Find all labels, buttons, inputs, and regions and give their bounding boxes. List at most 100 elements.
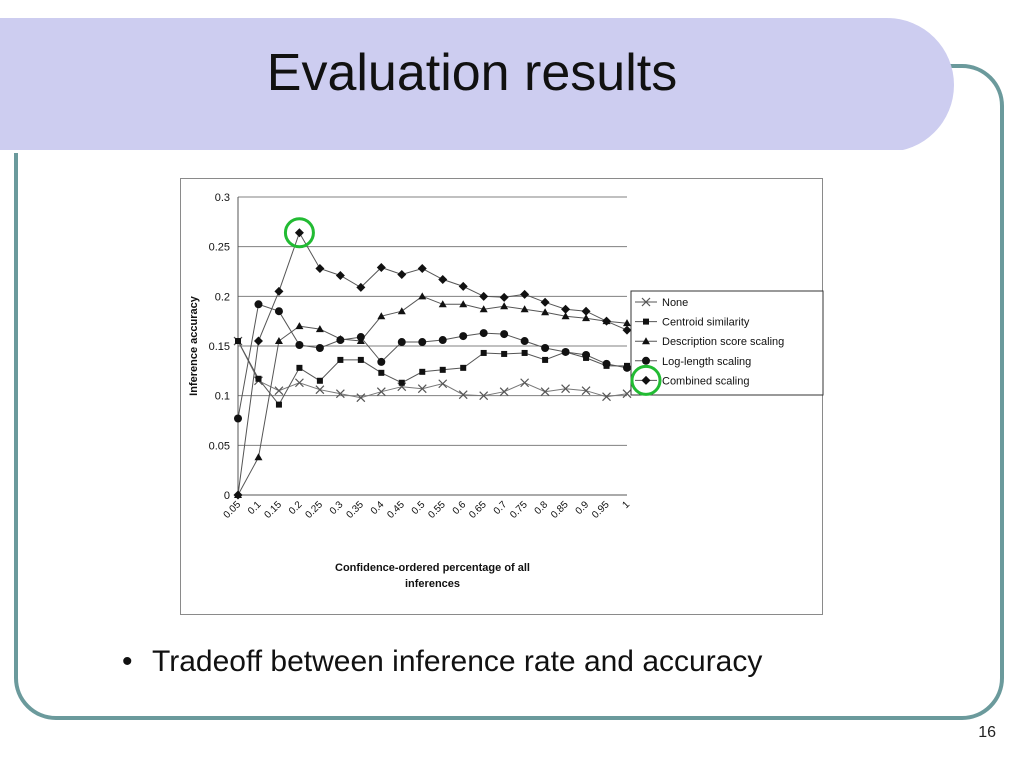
- data-point: [356, 393, 366, 403]
- data-point: [438, 379, 448, 389]
- data-point: [296, 364, 303, 371]
- data-point: [521, 349, 528, 356]
- legend-marker: [641, 297, 651, 307]
- x-tick-label: 0.25: [303, 499, 325, 521]
- data-point: [582, 350, 591, 359]
- y-tick-label: 0.3: [215, 192, 230, 204]
- data-point: [499, 292, 509, 302]
- data-point: [274, 386, 284, 396]
- chart-container: 0 0.05 0.1 0.15 0.2 0.25 0.3 0.05 0.1 0.15 0.2 0.25…: [180, 178, 824, 615]
- data-point: [542, 356, 549, 363]
- data-point: [500, 330, 509, 339]
- data-point: [274, 337, 283, 345]
- data-point: [561, 347, 570, 356]
- data-point: [295, 341, 304, 350]
- data-point: [315, 343, 324, 352]
- x-tick-label: 0.6: [451, 499, 469, 517]
- data-point: [378, 369, 385, 376]
- data-point: [357, 356, 364, 363]
- data-point: [459, 300, 468, 308]
- data-point: [419, 368, 426, 375]
- x-tick-label: 1: [620, 499, 632, 511]
- data-point: [438, 274, 448, 284]
- data-point: [417, 264, 427, 274]
- data-point: [439, 366, 446, 373]
- data-point: [623, 363, 631, 372]
- y-tick-label: 0.1: [215, 391, 230, 403]
- data-point: [458, 390, 468, 400]
- data-point: [541, 343, 550, 352]
- legend-label: Centroid similarity: [662, 317, 750, 329]
- data-point: [501, 350, 508, 357]
- legend-marker: [642, 356, 650, 365]
- data-point: [274, 286, 284, 296]
- data-point: [397, 307, 406, 315]
- x-tick-label: 0.65: [467, 499, 489, 521]
- legend-label: Log-length scaling: [662, 356, 751, 368]
- x-tick-label: 0.9: [574, 499, 592, 517]
- data-point: [479, 391, 489, 401]
- data-point: [418, 292, 427, 300]
- data-point: [520, 378, 530, 388]
- title-bar: [0, 18, 954, 153]
- data-point: [235, 338, 241, 345]
- data-point: [376, 263, 386, 273]
- data-point: [254, 300, 263, 309]
- data-point: [397, 338, 406, 347]
- data-point: [458, 281, 468, 291]
- y-tick-label: 0.05: [209, 440, 230, 452]
- data-point: [356, 282, 366, 292]
- data-point: [254, 453, 263, 461]
- legend-label: Combined scaling: [662, 375, 749, 387]
- x-axis-title: Confidence-ordered percentage of all infe…: [335, 562, 530, 590]
- data-point: [377, 312, 386, 320]
- x-tick-label: 0.05: [222, 499, 244, 521]
- data-point: [315, 385, 325, 395]
- data-point: [398, 379, 405, 386]
- data-point: [417, 384, 427, 394]
- slide-title: Evaluation results: [266, 44, 678, 102]
- data-point: [418, 338, 427, 347]
- x-tick-label: 0.4: [369, 499, 387, 517]
- data-point: [315, 325, 324, 333]
- data-point: [581, 386, 591, 396]
- title-underline: [0, 150, 906, 153]
- data-point: [479, 291, 489, 301]
- data-point: [499, 387, 509, 397]
- y-tick-label: 0: [224, 490, 230, 502]
- legend-marker: [643, 318, 649, 325]
- data-point: [356, 333, 365, 342]
- data-point: [315, 264, 325, 274]
- bullet-item: • Tradeoff between inference rate and acc…: [122, 644, 762, 680]
- x-tick-label: 0.8: [533, 499, 551, 517]
- line-chart: 00.050.10.150.20.250.30.05 0.10.15 0.20.25…: [188, 192, 824, 590]
- legend-label: None: [662, 297, 688, 309]
- data-point: [520, 337, 529, 346]
- data-point: [377, 357, 386, 366]
- data-point: [602, 316, 612, 326]
- data-point: [376, 387, 386, 397]
- series-line: [237, 295, 628, 496]
- legend-label: Description score scaling: [662, 336, 784, 348]
- data-point: [479, 329, 488, 338]
- data-point: [582, 314, 591, 322]
- data-point: [479, 305, 488, 313]
- data-point: [294, 378, 304, 388]
- data-point: [337, 356, 344, 363]
- y-tick-label: 0.15: [209, 341, 230, 353]
- x-tick-label: 0.75: [508, 499, 530, 521]
- data-point: [561, 384, 571, 394]
- page-number: 16: [978, 724, 996, 741]
- data-point: [480, 349, 487, 356]
- data-point: [520, 289, 530, 299]
- series-line: [237, 231, 628, 496]
- data-point: [520, 305, 529, 313]
- highlight-circle: [630, 364, 662, 396]
- data-point: [234, 414, 242, 423]
- data-point: [438, 336, 447, 345]
- x-tick-label: 0.7: [492, 499, 510, 517]
- data-point: [397, 269, 407, 279]
- data-point: [335, 270, 345, 280]
- data-point: [335, 389, 345, 399]
- legend-box: [630, 290, 824, 396]
